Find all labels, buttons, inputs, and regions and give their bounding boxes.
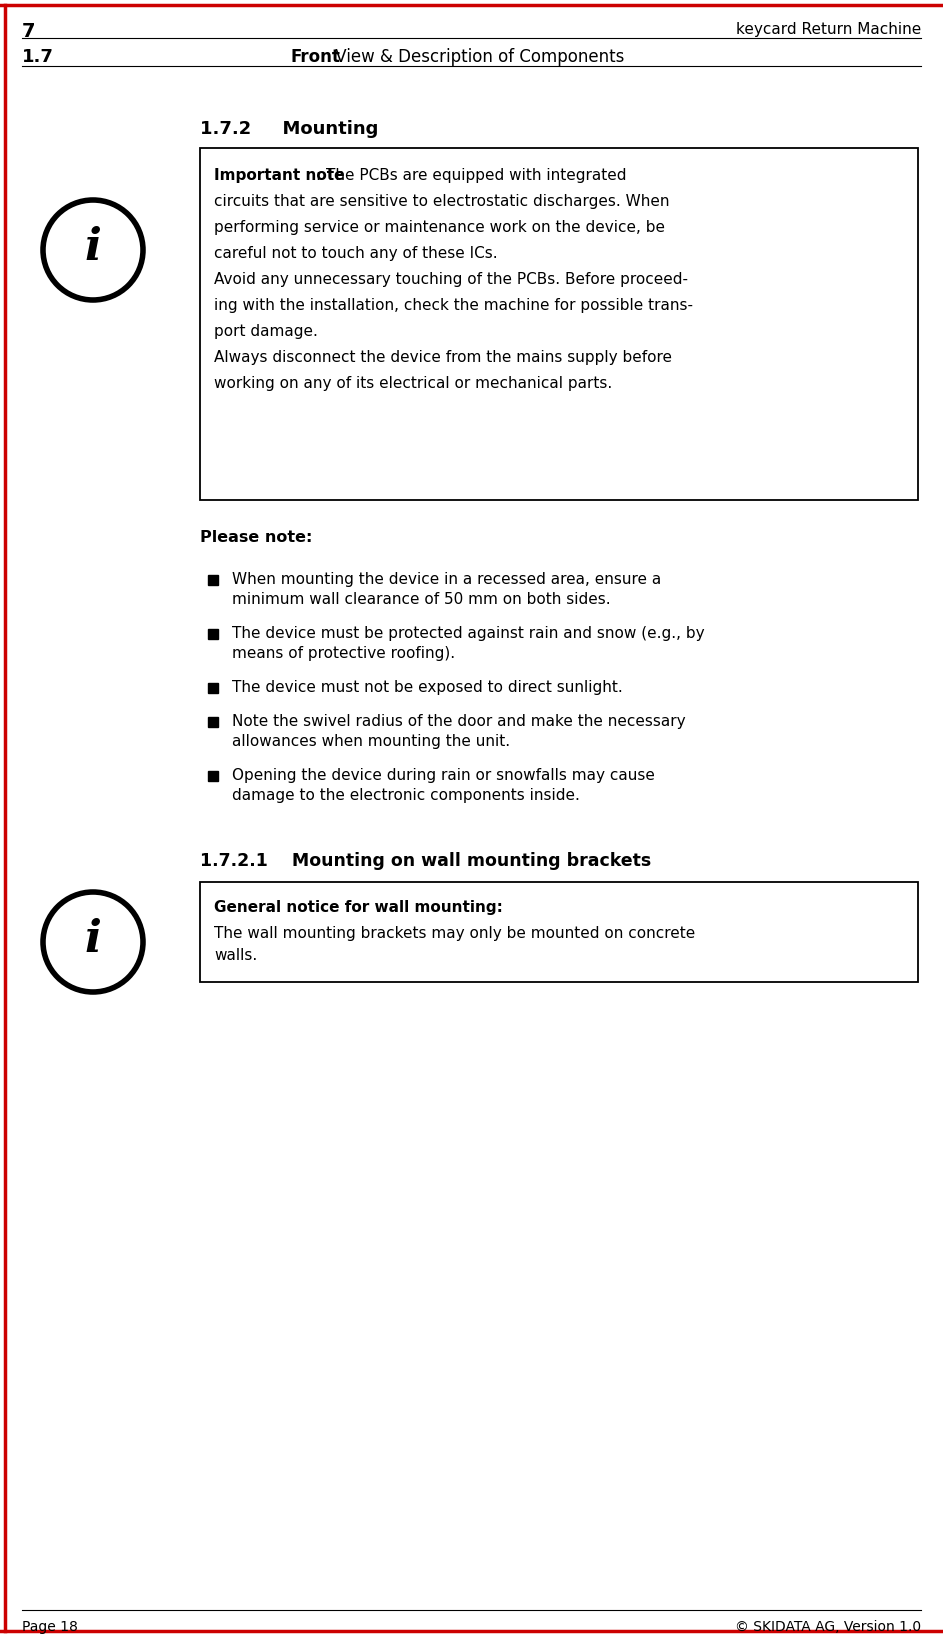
Text: Avoid any unnecessary touching of the PCBs. Before proceed-: Avoid any unnecessary touching of the PC…: [214, 272, 688, 286]
Text: The device must be protected against rain and snow (e.g., by: The device must be protected against rai…: [232, 627, 704, 641]
Bar: [208, 628, 218, 640]
Text: Page 18: Page 18: [22, 1620, 78, 1634]
FancyBboxPatch shape: [200, 882, 918, 982]
Bar: [208, 771, 218, 780]
Text: Important note: Important note: [214, 169, 344, 183]
Text: Please note:: Please note:: [200, 530, 312, 545]
Text: When mounting the device in a recessed area, ensure a: When mounting the device in a recessed a…: [232, 573, 661, 587]
Text: i: i: [85, 918, 102, 960]
Text: circuits that are sensitive to electrostatic discharges. When: circuits that are sensitive to electrost…: [214, 195, 670, 209]
FancyBboxPatch shape: [200, 147, 918, 501]
Text: i: i: [85, 226, 102, 268]
Text: damage to the electronic components inside.: damage to the electronic components insi…: [232, 789, 580, 803]
Text: Note the swivel radius of the door and make the necessary: Note the swivel radius of the door and m…: [232, 713, 686, 730]
Text: 1.7.2     Mounting: 1.7.2 Mounting: [200, 119, 378, 137]
Text: ing with the installation, check the machine for possible trans-: ing with the installation, check the mac…: [214, 298, 693, 312]
Bar: [208, 717, 218, 726]
Text: allowances when mounting the unit.: allowances when mounting the unit.: [232, 735, 510, 749]
Bar: [208, 682, 218, 694]
Text: Front: Front: [290, 47, 339, 65]
Text: © SKIDATA AG, Version 1.0: © SKIDATA AG, Version 1.0: [735, 1620, 921, 1634]
Text: 7: 7: [22, 21, 36, 41]
Text: The wall mounting brackets may only be mounted on concrete: The wall mounting brackets may only be m…: [214, 926, 695, 941]
Text: Always disconnect the device from the mains supply before: Always disconnect the device from the ma…: [214, 350, 672, 365]
Text: minimum wall clearance of 50 mm on both sides.: minimum wall clearance of 50 mm on both …: [232, 592, 611, 607]
Text: keycard Return Machine: keycard Return Machine: [736, 21, 921, 38]
Text: : The PCBs are equipped with integrated: : The PCBs are equipped with integrated: [316, 169, 626, 183]
Text: walls.: walls.: [214, 947, 257, 964]
Text: The device must not be exposed to direct sunlight.: The device must not be exposed to direct…: [232, 681, 622, 695]
Text: working on any of its electrical or mechanical parts.: working on any of its electrical or mech…: [214, 376, 612, 391]
Text: View & Description of Components: View & Description of Components: [330, 47, 624, 65]
Text: 1.7.2.1    Mounting on wall mounting brackets: 1.7.2.1 Mounting on wall mounting bracke…: [200, 852, 652, 870]
Bar: [208, 574, 218, 586]
Text: Opening the device during rain or snowfalls may cause: Opening the device during rain or snowfa…: [232, 767, 654, 784]
Text: port damage.: port damage.: [214, 324, 318, 339]
Text: performing service or maintenance work on the device, be: performing service or maintenance work o…: [214, 219, 665, 236]
Text: careful not to touch any of these ICs.: careful not to touch any of these ICs.: [214, 245, 498, 262]
Text: 1.7: 1.7: [22, 47, 54, 65]
Text: means of protective roofing).: means of protective roofing).: [232, 646, 455, 661]
Text: General notice for wall mounting:: General notice for wall mounting:: [214, 900, 503, 915]
